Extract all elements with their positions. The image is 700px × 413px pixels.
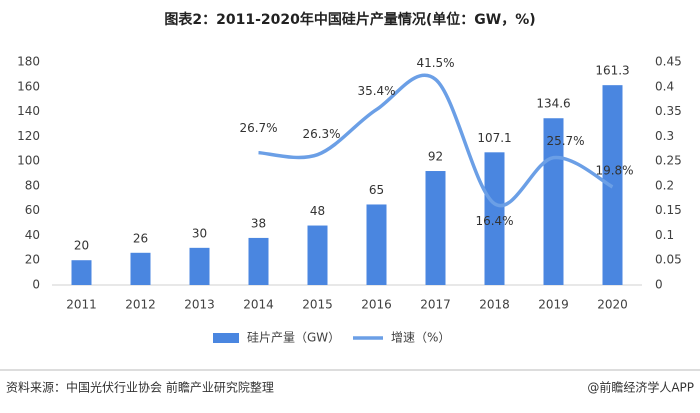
- bar-value-label: 48: [310, 204, 325, 218]
- bar: [425, 171, 446, 285]
- line-value-label: 41.5%: [416, 56, 454, 70]
- bar-value-label: 20: [74, 239, 89, 253]
- credit: @前瞻经济学人APP: [587, 380, 694, 395]
- line: [258, 73, 614, 208]
- y2-tick-label: 0.2: [655, 178, 674, 192]
- source: 资料来源：中国光伏行业协会 前瞻产业研究院整理: [6, 380, 274, 395]
- y-tick-label: 100: [17, 154, 40, 168]
- bar: [189, 247, 210, 285]
- line-value-label: 26.3%: [302, 127, 340, 141]
- y2-tick-label: 0.25: [655, 154, 682, 168]
- line-value-label: 25.7%: [546, 134, 584, 148]
- bar-value-label: 92: [428, 150, 443, 164]
- bar-value-label: 38: [251, 216, 266, 230]
- bar-value-label: 107.1: [477, 131, 511, 145]
- bar-value-label: 65: [369, 183, 384, 197]
- y2-tick-label: 0.4: [655, 79, 674, 93]
- y-tick-label: 0: [32, 278, 40, 292]
- x-tick-label: 2014: [243, 298, 274, 312]
- y-tick-label: 140: [17, 104, 40, 118]
- x-tick-label: 2016: [361, 298, 392, 312]
- legend-swatch: [213, 333, 239, 343]
- y-tick-label: 160: [17, 79, 40, 93]
- y2-tick-label: 0.05: [655, 253, 682, 267]
- bar: [366, 204, 387, 285]
- y2-tick-label: 0.3: [655, 129, 674, 143]
- y-tick-label: 120: [17, 129, 40, 143]
- bar: [248, 237, 269, 285]
- line-value-label: 19.8%: [595, 163, 633, 177]
- y-tick-label: 180: [17, 55, 40, 69]
- y2-tick-label: 0: [655, 278, 663, 292]
- chart-title: 图表2：2011-2020年中国硅片产量情况(单位：GW，%): [164, 11, 535, 28]
- x-tick-label: 2017: [420, 298, 451, 312]
- y-tick-label: 80: [25, 178, 40, 192]
- x-tick-label: 2015: [302, 298, 333, 312]
- bar-value-label: 26: [133, 231, 148, 245]
- x-tick-label: 2020: [597, 298, 628, 312]
- x-tick-label: 2013: [184, 298, 215, 312]
- x-tick-label: 2011: [66, 298, 97, 312]
- bar-value-label: 134.6: [536, 97, 570, 111]
- y2-tick-label: 0.45: [655, 55, 682, 69]
- line-value-label: 35.4%: [357, 84, 395, 98]
- line-value-label: 26.7%: [239, 121, 277, 135]
- y2-tick-label: 0.1: [655, 228, 674, 242]
- y-tick-label: 20: [25, 253, 40, 267]
- y-tick-label: 40: [25, 228, 40, 242]
- bar: [71, 260, 92, 285]
- x-tick-label: 2018: [479, 298, 510, 312]
- bar-value-label: 161.3: [595, 64, 629, 78]
- line-value-label: 16.4%: [475, 214, 513, 228]
- bar: [484, 152, 505, 285]
- legend-label: 增速（%）: [391, 331, 450, 345]
- y2-tick-label: 0.35: [655, 104, 682, 118]
- bar: [307, 225, 328, 285]
- y-tick-label: 60: [25, 203, 40, 217]
- x-tick-label: 2019: [538, 298, 569, 312]
- legend-label: 硅片产量（GW）: [247, 331, 340, 345]
- bar-value-label: 30: [192, 226, 207, 240]
- x-tick-label: 2012: [125, 298, 156, 312]
- bar: [130, 252, 151, 285]
- y2-tick-label: 0.15: [655, 203, 682, 217]
